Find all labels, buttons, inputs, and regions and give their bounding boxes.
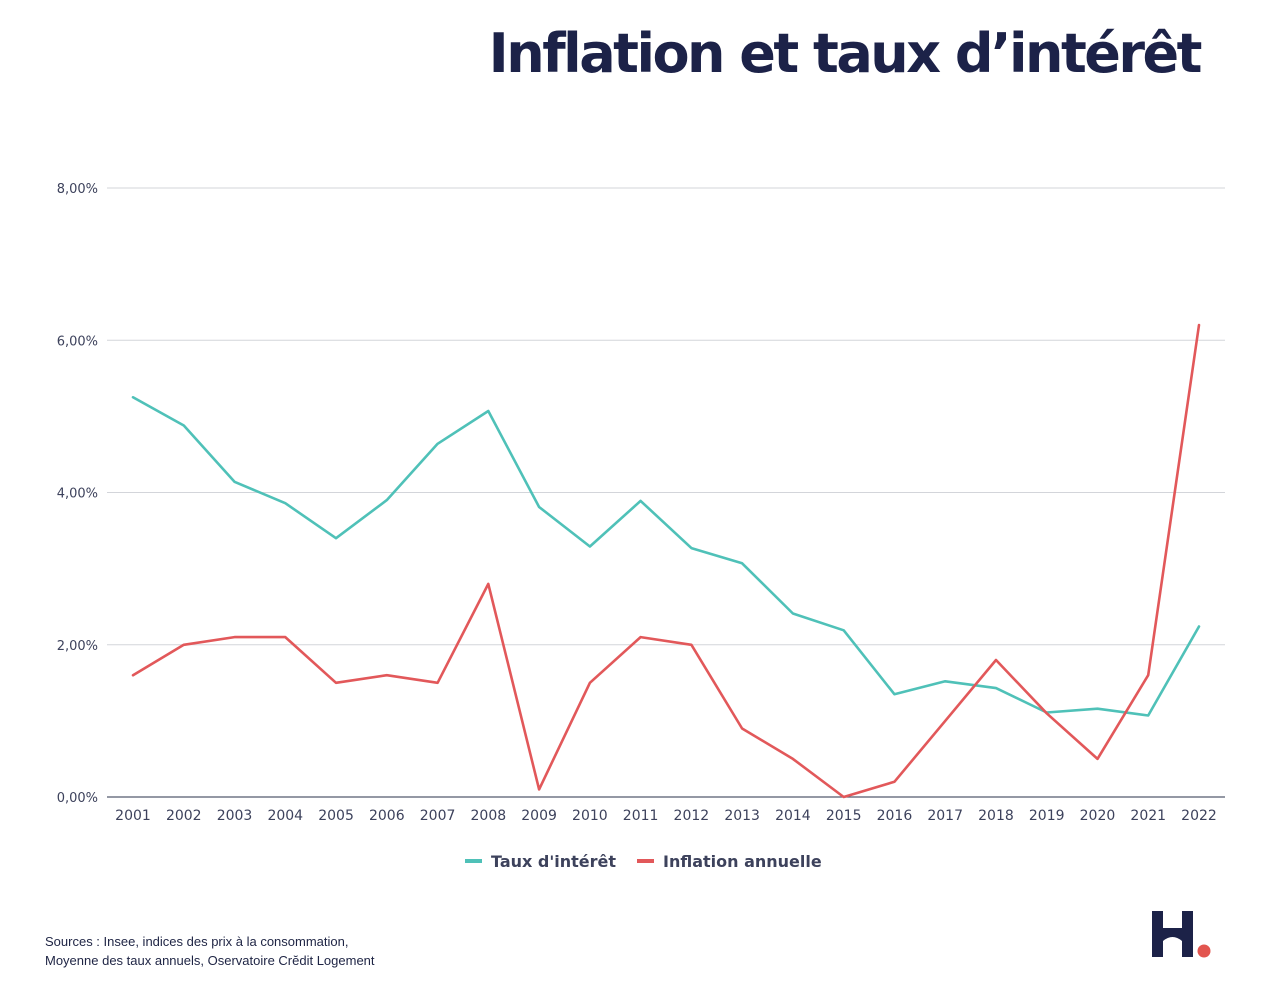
x-tick-label: 2021 [1130,808,1166,824]
x-axis-ticks: 2001 2002 2003 2004 2005 2006 2007 2008 2009 2010… [115,808,1217,824]
x-tick-label: 2013 [724,808,760,824]
x-tick-label: 2011 [623,808,659,824]
y-tick-label: 2,00% [57,639,98,654]
y-tick-label: 0,00% [57,791,98,806]
sources-line-1: Sources : Insee, indices des prix à la c… [45,934,349,949]
series-line-2 [131,323,1201,799]
x-tick-label: 2010 [572,808,608,824]
x-tick-label: 2003 [217,808,253,824]
legend: Taux d'intérêt Inflation annuelle [465,852,822,871]
x-tick-label: 2016 [877,808,913,824]
grid-lines [107,187,1225,798]
x-tick-label: 2018 [978,808,1014,824]
series-line-1 [131,395,1201,717]
x-tick-label: 2012 [674,808,710,824]
brand-logo-icon [1152,911,1211,958]
x-tick-label: 2007 [420,808,456,824]
y-tick-label: 6,00% [57,334,98,349]
x-tick-label: 2009 [521,808,557,824]
x-tick-label: 2002 [166,808,202,824]
x-tick-label: 2015 [826,808,862,824]
x-tick-label: 2019 [1029,808,1065,824]
y-tick-label: 8,00% [57,182,98,197]
x-tick-label: 2017 [927,808,963,824]
sources-line-2: Moyenne des taux annuels, Oservatoire Cr… [45,953,375,968]
legend-label-2: Inflation annuelle [663,852,822,871]
y-tick-label: 4,00% [57,487,98,502]
x-tick-label: 2022 [1181,808,1217,824]
y-axis-ticks: 0,00% 2,00% 4,00% 6,00% 8,00% [57,182,98,806]
x-tick-label: 2006 [369,808,405,824]
x-tick-label: 2008 [471,808,507,824]
x-tick-label: 2005 [318,808,354,824]
x-tick-label: 2014 [775,808,811,824]
x-tick-label: 2020 [1080,808,1116,824]
sources-note: Sources : Insee, indices des prix à la c… [45,932,375,970]
series-lines [131,323,1201,799]
legend-label-1: Taux d'intérêt [491,852,616,871]
x-tick-label: 2001 [115,808,151,824]
x-tick-label: 2004 [267,808,303,824]
chart-title: Inflation et taux d’intérêt [488,22,1203,85]
